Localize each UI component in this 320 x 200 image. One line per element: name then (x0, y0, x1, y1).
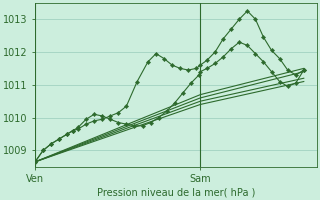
X-axis label: Pression niveau de la mer( hPa ): Pression niveau de la mer( hPa ) (97, 187, 255, 197)
